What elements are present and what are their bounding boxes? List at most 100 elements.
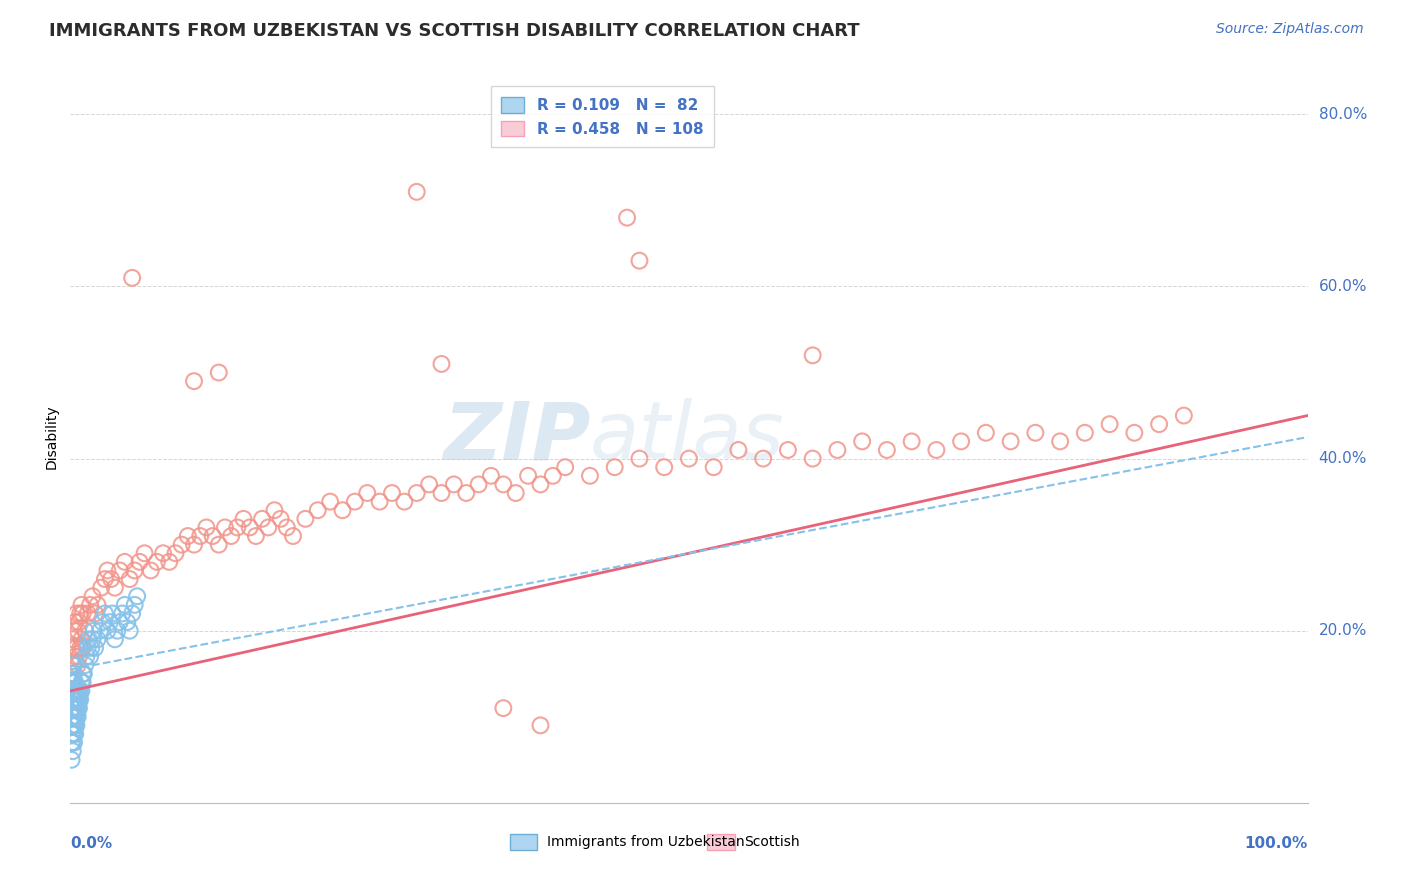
Point — [139, 564, 162, 578]
Point — [84, 640, 107, 655]
Point — [65, 684, 87, 698]
Point — [801, 348, 824, 362]
Point — [63, 684, 86, 698]
Point — [94, 607, 117, 621]
Point — [104, 632, 127, 647]
Point — [76, 607, 98, 621]
Point — [152, 546, 174, 560]
Point — [727, 442, 749, 457]
Point — [752, 451, 775, 466]
Point — [118, 624, 141, 638]
Point — [70, 675, 93, 690]
Point — [101, 607, 124, 621]
Point — [1000, 434, 1022, 449]
Point — [96, 564, 118, 578]
Point — [77, 632, 100, 647]
Point — [294, 512, 316, 526]
Point — [66, 692, 89, 706]
Point — [65, 675, 87, 690]
Text: Source: ZipAtlas.com: Source: ZipAtlas.com — [1216, 22, 1364, 37]
Point — [62, 710, 84, 724]
Point — [1049, 434, 1071, 449]
Point — [89, 624, 111, 638]
Text: Immigrants from Uzbekistan: Immigrants from Uzbekistan — [547, 835, 744, 849]
Point — [60, 727, 83, 741]
Point — [90, 581, 112, 595]
Point — [82, 589, 104, 603]
Point — [62, 675, 84, 690]
Point — [62, 658, 84, 673]
Point — [98, 615, 121, 629]
Point — [950, 434, 973, 449]
Point — [467, 477, 489, 491]
Point — [63, 735, 86, 749]
Text: 40.0%: 40.0% — [1319, 451, 1367, 467]
Point — [60, 692, 83, 706]
Point — [492, 701, 515, 715]
Point — [65, 649, 87, 664]
Point — [146, 555, 169, 569]
Point — [62, 727, 84, 741]
Point — [75, 658, 97, 673]
Point — [479, 468, 502, 483]
Point — [226, 520, 249, 534]
Point — [430, 357, 453, 371]
Point — [925, 442, 948, 457]
Point — [60, 718, 83, 732]
Point — [72, 607, 94, 621]
Point — [263, 503, 285, 517]
Point — [63, 701, 86, 715]
Text: ZIP: ZIP — [443, 398, 591, 476]
Point — [418, 477, 440, 491]
Text: 20.0%: 20.0% — [1319, 624, 1367, 638]
Point — [270, 512, 292, 526]
Point — [628, 451, 651, 466]
Point — [62, 684, 84, 698]
Point — [165, 546, 187, 560]
Point — [100, 572, 122, 586]
Point — [368, 494, 391, 508]
Point — [76, 640, 98, 655]
Point — [1123, 425, 1146, 440]
Point — [456, 486, 478, 500]
Point — [70, 632, 93, 647]
Point — [105, 624, 128, 638]
Point — [801, 451, 824, 466]
Point — [63, 710, 86, 724]
Point — [66, 684, 89, 698]
Point — [60, 640, 83, 655]
Point — [111, 607, 134, 621]
Point — [63, 718, 86, 732]
Point — [652, 460, 675, 475]
Point — [69, 640, 91, 655]
Point — [65, 607, 87, 621]
Point — [127, 589, 149, 603]
Point — [541, 468, 564, 483]
Point — [67, 649, 90, 664]
Point — [60, 666, 83, 681]
Point — [157, 555, 180, 569]
Point — [529, 718, 551, 732]
Point — [124, 598, 146, 612]
Text: IMMIGRANTS FROM UZBEKISTAN VS SCOTTISH DISABILITY CORRELATION CHART: IMMIGRANTS FROM UZBEKISTAN VS SCOTTISH D… — [49, 22, 860, 40]
FancyBboxPatch shape — [509, 834, 537, 850]
Point — [75, 624, 97, 638]
Text: 100.0%: 100.0% — [1244, 836, 1308, 851]
Point — [83, 624, 105, 638]
Point — [96, 624, 118, 638]
Point — [232, 512, 254, 526]
Point — [170, 538, 193, 552]
Point — [62, 666, 84, 681]
Text: atlas: atlas — [591, 398, 785, 476]
Point — [579, 468, 602, 483]
Point — [108, 615, 131, 629]
Point — [73, 666, 96, 681]
Point — [219, 529, 242, 543]
Point — [405, 185, 427, 199]
Point — [876, 442, 898, 457]
Point — [332, 503, 354, 517]
Point — [208, 538, 231, 552]
Point — [124, 564, 146, 578]
Point — [257, 520, 280, 534]
Point — [214, 520, 236, 534]
